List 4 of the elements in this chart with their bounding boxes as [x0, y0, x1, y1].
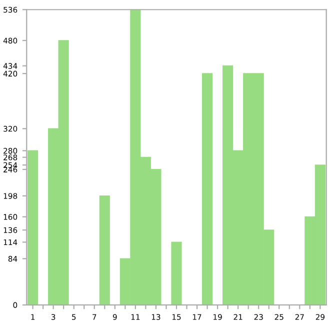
bar [99, 195, 110, 305]
bar [171, 242, 182, 305]
bar [28, 150, 38, 305]
bar [202, 73, 213, 305]
